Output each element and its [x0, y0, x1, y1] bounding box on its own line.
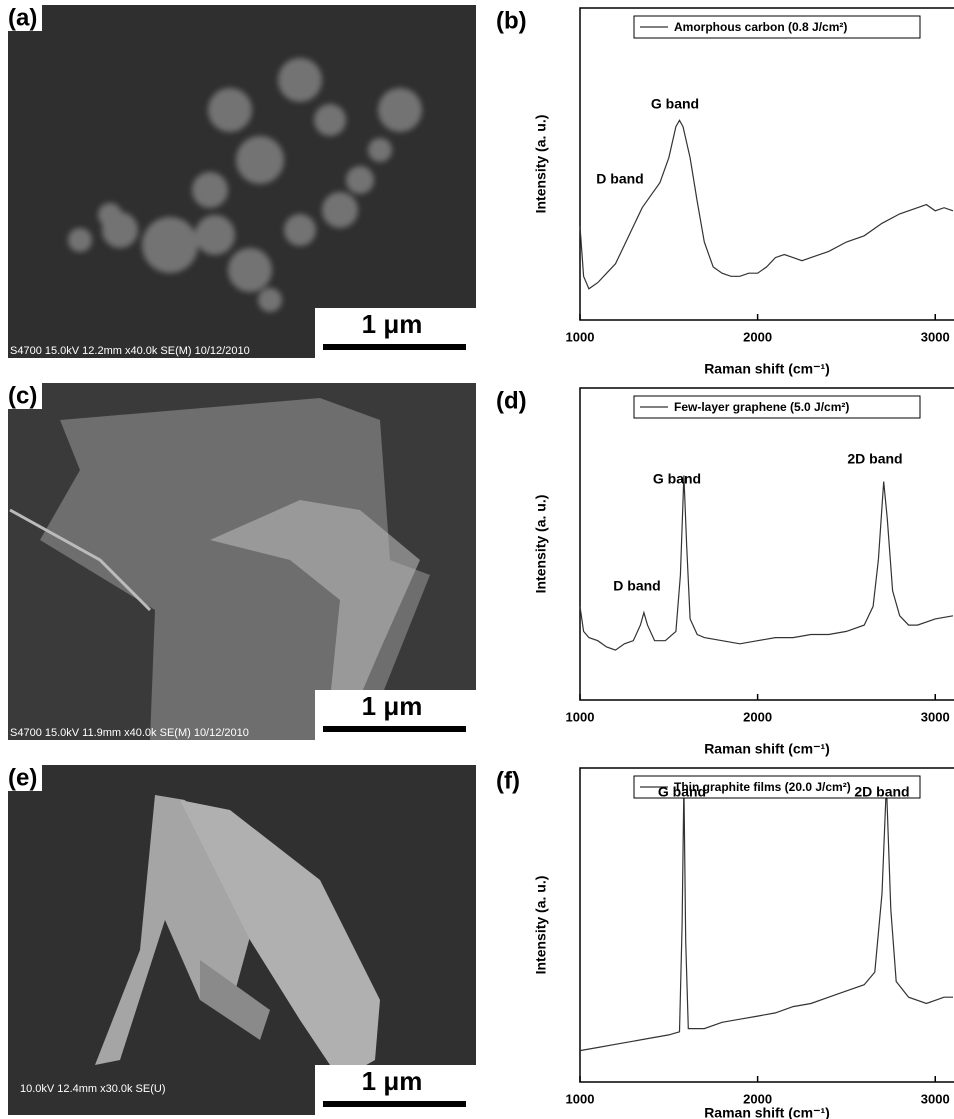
x-tick-label: 3000 [921, 1091, 950, 1106]
x-tick-label: 1000 [566, 709, 595, 724]
panel-label: (c) [8, 382, 37, 409]
peak-annotation: G band [653, 471, 701, 487]
panel-label: (d) [496, 387, 527, 414]
figure: (a) 1 μm S4700 15.0kV 12.2mm x40.0k SE(M) … [0, 0, 954, 1119]
panel-label: (b) [496, 7, 527, 34]
peak-annotation: 2D band [847, 451, 902, 467]
x-axis-title: Raman shift (cm⁻¹) [704, 361, 830, 377]
x-tick-label: 3000 [921, 709, 950, 724]
peak-annotation: G band [651, 96, 699, 112]
sem-image [8, 383, 476, 740]
panel-label: (e) [8, 764, 37, 791]
sem-image [8, 5, 476, 358]
legend-label: Amorphous carbon (0.8 J/cm²) [674, 20, 847, 34]
y-axis-title: Intensity (a. u.) [533, 876, 549, 975]
x-tick-label: 2000 [743, 709, 772, 724]
legend-label: Few-layer graphene (5.0 J/cm²) [674, 400, 849, 414]
plot-frame [580, 8, 954, 320]
peak-annotation: 2D band [854, 784, 909, 800]
image-caption: S4700 15.0kV 11.9mm x40.0k SE(M) 10/12/2… [10, 727, 249, 739]
scale-bar-label: 1 μm [362, 309, 423, 339]
plot-frame [580, 768, 954, 1082]
scale-bar-label: 1 μm [362, 1066, 423, 1096]
spectrum-line [580, 120, 953, 288]
x-tick-label: 1000 [566, 1091, 595, 1106]
plot-frame [580, 388, 954, 700]
panel-label: (a) [8, 4, 37, 31]
image-caption: 10.0kV 12.4mm x30.0k SE(U) [20, 1083, 166, 1095]
image-caption: S4700 15.0kV 12.2mm x40.0k SE(M) 10/12/2… [10, 345, 250, 357]
scale-bar [323, 726, 466, 732]
scale-bar-label: 1 μm [362, 691, 423, 721]
scale-bar [323, 1101, 466, 1107]
x-axis-title: Raman shift (cm⁻¹) [704, 741, 830, 757]
peak-annotation: G band [658, 784, 706, 800]
x-tick-label: 3000 [921, 329, 950, 344]
x-axis-title: Raman shift (cm⁻¹) [704, 1105, 830, 1119]
spectrum-line [580, 475, 953, 650]
spectrum-line [580, 784, 953, 1051]
x-tick-label: 1000 [566, 329, 595, 344]
scale-bar [323, 344, 466, 350]
peak-annotation: D band [613, 578, 660, 594]
panel-label: (f) [496, 767, 520, 794]
page: (a) 1 μm S4700 15.0kV 12.2mm x40.0k SE(M) … [0, 0, 954, 1119]
y-axis-title: Intensity (a. u.) [533, 115, 549, 214]
sem-image [8, 765, 476, 1115]
x-tick-label: 2000 [743, 329, 772, 344]
y-axis-title: Intensity (a. u.) [533, 495, 549, 594]
peak-annotation: D band [596, 171, 643, 187]
